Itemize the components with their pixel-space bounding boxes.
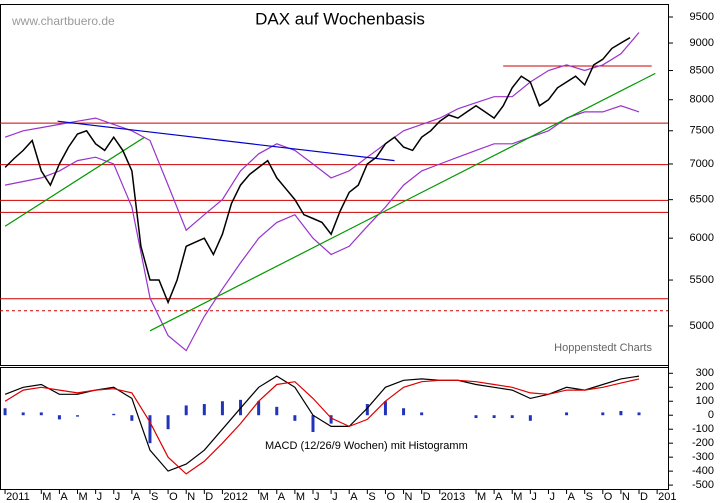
histogram-bar	[402, 408, 406, 416]
x-tick-label: A	[278, 491, 286, 503]
y-tick-label: 100	[696, 395, 714, 407]
histogram-bar	[601, 412, 605, 416]
y-tick-label: 9000	[690, 37, 714, 49]
y-tick-label: -500	[692, 479, 714, 491]
y-tick-label: -200	[692, 437, 714, 449]
y-tick-label: 8000	[690, 94, 714, 106]
x-tick-label: A	[495, 491, 503, 503]
y-tick-label: -300	[692, 451, 714, 463]
x-tick-label: D	[640, 491, 648, 503]
y-tick-label: 6500	[690, 194, 714, 206]
y-tick-label: 0	[708, 409, 714, 421]
histogram-bar	[220, 401, 224, 416]
upper-band	[4, 32, 640, 232]
histogram-bar	[3, 408, 7, 416]
y-tick-label: 8500	[690, 64, 714, 76]
x-tick-label: M	[79, 491, 88, 503]
trend-line	[4, 136, 145, 227]
histogram-bar	[293, 415, 297, 421]
y-tick-label: 200	[696, 381, 714, 393]
y-tick-label: 5000	[690, 320, 714, 332]
x-tick-label: M	[42, 491, 51, 503]
y-tick-label: 6000	[690, 232, 714, 244]
histogram-bar	[329, 415, 333, 424]
x-tick-label: S	[586, 491, 593, 503]
histogram-bar	[383, 401, 387, 416]
watermark: www.chartbuero.de	[11, 14, 115, 28]
histogram-bar	[311, 415, 315, 432]
x-tick-label: A	[568, 491, 576, 503]
histogram-bar	[57, 415, 61, 420]
histogram-bar	[202, 404, 206, 416]
x-tick-label: N	[405, 491, 413, 503]
histogram-bar	[257, 401, 261, 416]
x-tick-label: J	[314, 491, 320, 503]
x-tick-label: M	[260, 491, 269, 503]
x-tick-label: O	[169, 491, 178, 503]
macd-panel	[0, 367, 669, 490]
y-tick-label: 7000	[690, 158, 714, 170]
histogram-bar	[148, 415, 152, 444]
x-tick-label: 2012	[223, 491, 247, 503]
macd-line	[4, 375, 640, 472]
histogram-bar	[130, 415, 134, 421]
y-tick-label: 5500	[690, 274, 714, 286]
source: Hoppenstedt Charts	[554, 342, 652, 354]
histogram-bar	[39, 412, 43, 416]
histogram-bar	[112, 413, 116, 416]
x-tick-label: J	[97, 491, 103, 503]
x-tick-label: J	[115, 491, 121, 503]
x-tick-label: 2011	[6, 491, 30, 503]
histogram-bar	[528, 415, 532, 421]
x-tick-label: M	[477, 491, 486, 503]
chart-title: DAX auf Wochenbasis	[255, 9, 425, 28]
x-tick-label: N	[187, 491, 195, 503]
histogram-bar	[474, 415, 478, 419]
histogram-bar	[510, 415, 514, 419]
x-tick-label: S	[151, 491, 158, 503]
x-tick-label: M	[513, 491, 522, 503]
x-tick-label: J	[549, 491, 555, 503]
histogram-bar	[420, 412, 424, 416]
trend-line	[57, 120, 395, 162]
histogram-bar	[637, 412, 641, 416]
histogram-bar	[76, 415, 80, 417]
x-tick-label: A	[350, 491, 358, 503]
histogram-bar	[184, 405, 188, 416]
x-tick-label: M	[296, 491, 305, 503]
y-tick-label: 9500	[690, 11, 714, 23]
y-tick-label: -400	[692, 465, 714, 477]
x-tick-label: S	[368, 491, 375, 503]
y-tick-label: 7500	[690, 125, 714, 137]
x-tick-label: 2013	[441, 491, 465, 503]
y-tick-label: 300	[696, 367, 714, 379]
histogram-bar	[492, 415, 496, 419]
histogram-bar	[21, 412, 25, 416]
histogram-bar	[619, 411, 623, 416]
histogram-bar	[365, 404, 369, 416]
macd-label: MACD (12/26/9 Wochen) mit Histogramm	[265, 440, 468, 452]
y-tick-label: -100	[692, 423, 714, 435]
x-tick-label: 201	[658, 491, 676, 503]
price-line	[4, 37, 631, 305]
x-tick-label: D	[423, 491, 431, 503]
x-tick-label: O	[386, 491, 395, 503]
price-panel	[0, 4, 669, 366]
x-tick-label: D	[205, 491, 213, 503]
x-tick-label: J	[332, 491, 338, 503]
x-tick-label: N	[622, 491, 630, 503]
x-tick-label: O	[604, 491, 613, 503]
x-tick-label: A	[133, 491, 141, 503]
histogram-bar	[275, 406, 279, 416]
histogram-bar	[166, 415, 170, 430]
x-tick-label: J	[531, 491, 537, 503]
trend-line	[149, 72, 656, 332]
macd-line	[4, 378, 640, 475]
x-tick-label: A	[60, 491, 68, 503]
histogram-bar	[565, 412, 569, 416]
